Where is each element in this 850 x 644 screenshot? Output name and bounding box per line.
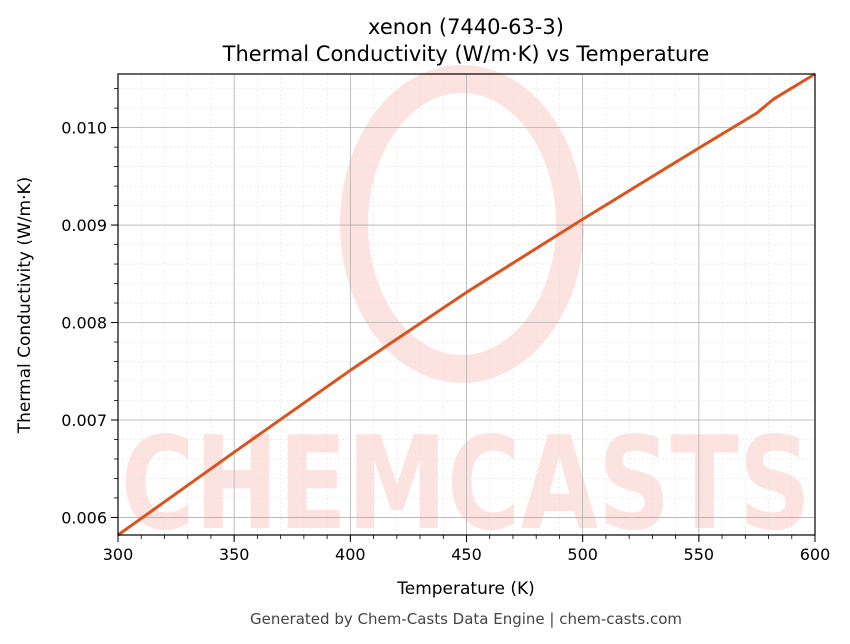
watermark-logo-swirl [340,65,584,383]
axis-ticks: 300 350 400 450 500 550 600 0.006 0.007 0.008 0.00… [61,88,831,564]
chart-subtitle: Thermal Conductivity (W/m·K) vs Temperat… [222,42,710,66]
y-tick-label: 0.007 [61,411,107,430]
y-tick-label: 0.009 [61,216,107,235]
x-tick-label: 550 [684,545,715,564]
series-layer [117,72,816,537]
series-line [117,72,816,537]
plot-frame [117,73,816,536]
y-tick-label: 0.008 [61,314,107,333]
y-tick-label: 0.010 [61,119,107,138]
watermark: CHEMCASTS [121,65,811,559]
x-tick-label: 600 [800,545,831,564]
x-tick-label: 350 [219,545,250,564]
x-tick-label: 400 [335,545,366,564]
chart-title: xenon (7440-63-3) [368,15,564,39]
x-tick-label: 450 [451,545,482,564]
y-axis-label: Thermal Conductivity (W/m·K) [15,177,35,435]
x-tick-label: 500 [567,545,598,564]
x-axis-label: Temperature (K) [396,579,535,599]
footer-credit: Generated by Chem-Casts Data Engine | ch… [250,610,682,628]
x-tick-label: 300 [103,545,134,564]
watermark-text: CHEMCASTS [121,410,811,559]
y-tick-label: 0.006 [61,508,107,527]
